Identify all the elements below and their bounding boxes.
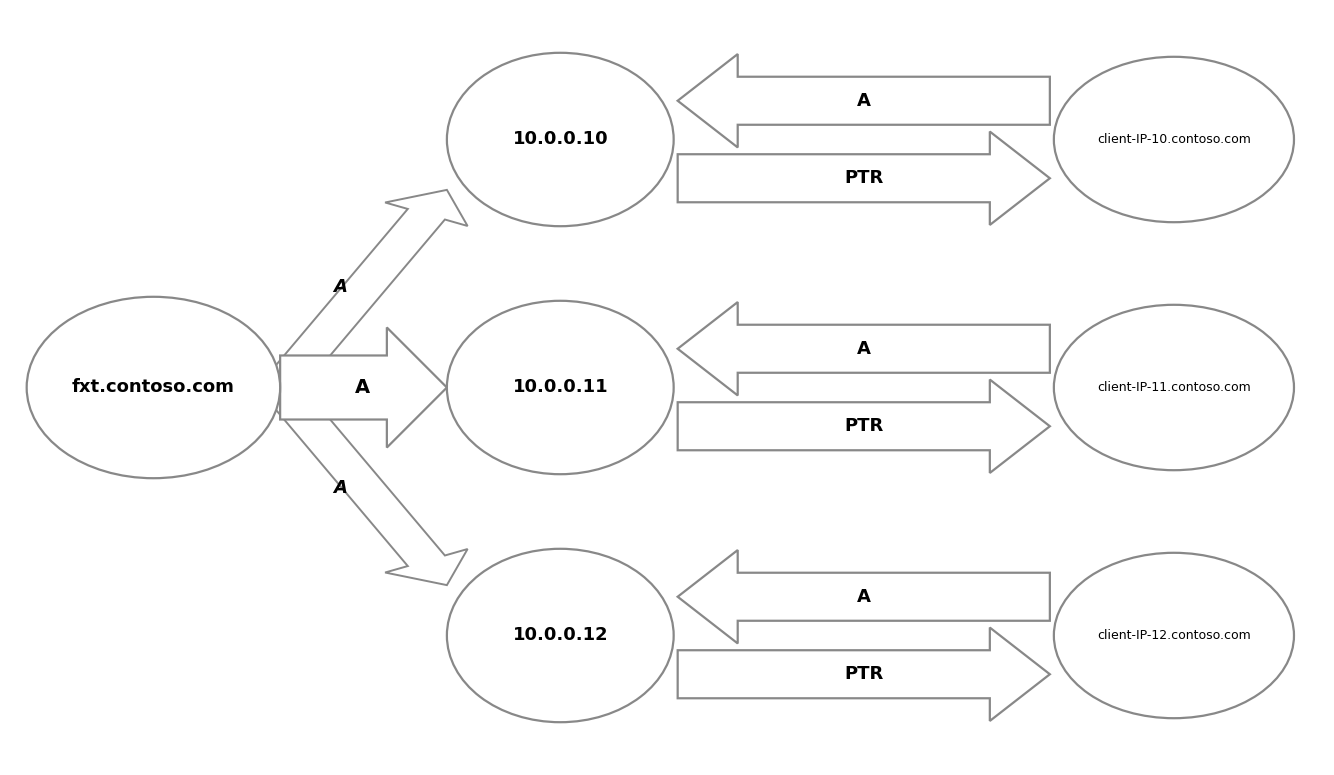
Text: A: A bbox=[856, 91, 871, 110]
Ellipse shape bbox=[1054, 57, 1294, 222]
Text: fxt.contoso.com: fxt.contoso.com bbox=[72, 378, 235, 397]
Text: client-IP-10.contoso.com: client-IP-10.contoso.com bbox=[1097, 133, 1251, 146]
FancyArrow shape bbox=[280, 328, 447, 447]
Text: A: A bbox=[856, 587, 871, 606]
FancyArrow shape bbox=[261, 190, 468, 393]
Text: PTR: PTR bbox=[844, 169, 883, 188]
FancyArrow shape bbox=[261, 382, 468, 585]
Text: PTR: PTR bbox=[844, 417, 883, 436]
Text: 10.0.0.10: 10.0.0.10 bbox=[512, 130, 608, 149]
Text: client-IP-11.contoso.com: client-IP-11.contoso.com bbox=[1097, 381, 1251, 394]
Ellipse shape bbox=[447, 549, 674, 722]
Text: A: A bbox=[856, 339, 871, 358]
FancyArrow shape bbox=[678, 380, 1050, 473]
Ellipse shape bbox=[27, 297, 280, 478]
Ellipse shape bbox=[1054, 305, 1294, 470]
FancyArrow shape bbox=[678, 54, 1050, 147]
FancyArrow shape bbox=[678, 132, 1050, 225]
Text: 10.0.0.12: 10.0.0.12 bbox=[512, 626, 608, 645]
Text: A: A bbox=[334, 277, 347, 296]
FancyArrow shape bbox=[678, 550, 1050, 643]
Ellipse shape bbox=[447, 53, 674, 226]
FancyArrow shape bbox=[678, 628, 1050, 721]
Ellipse shape bbox=[447, 301, 674, 474]
Text: A: A bbox=[355, 378, 371, 397]
Ellipse shape bbox=[1054, 553, 1294, 718]
Text: PTR: PTR bbox=[844, 665, 883, 684]
Text: 10.0.0.11: 10.0.0.11 bbox=[512, 378, 608, 397]
FancyArrow shape bbox=[678, 302, 1050, 395]
Text: A: A bbox=[334, 479, 347, 498]
Text: client-IP-12.contoso.com: client-IP-12.contoso.com bbox=[1097, 629, 1251, 642]
